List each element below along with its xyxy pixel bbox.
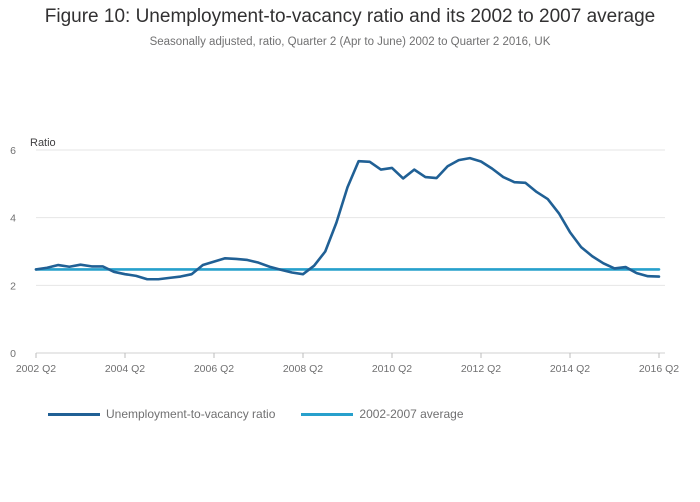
gridlines [36, 149, 665, 286]
x-tick-label-2014-Q2: 2014 Q2 [550, 363, 590, 375]
y-axis-tick-labels: 0 2 4 6 [10, 145, 16, 360]
series-line-ratio[interactable] [34, 156, 661, 281]
legend-item-ratio[interactable]: Unemployment-to-vacancy ratio [48, 407, 275, 421]
x-tick-label-2012-Q2: 2012 Q2 [461, 363, 501, 375]
legend-swatch-ratio [48, 412, 100, 416]
x-tick-label-2010-Q2: 2010 Q2 [372, 363, 412, 375]
y-tick-label-0: 0 [10, 348, 16, 360]
y-tick-label-2: 2 [10, 280, 16, 292]
x-tick-label-2016-Q2: 2016 Q2 [639, 363, 679, 375]
y-axis-label: Ratio [30, 137, 56, 149]
legend: Unemployment-to-vacancy ratio 2002-2007 … [48, 407, 490, 421]
x-tick-label-2002-Q2: 2002 Q2 [16, 363, 56, 375]
legend-label-ratio: Unemployment-to-vacancy ratio [106, 407, 276, 421]
series-lines [34, 156, 661, 281]
x-tick-label-2008-Q2: 2008 Q2 [283, 363, 323, 375]
legend-item-average[interactable]: 2002-2007 average [301, 407, 464, 421]
legend-label-average: 2002-2007 average [359, 407, 464, 421]
x-tick-label-2004-Q2: 2004 Q2 [105, 363, 145, 375]
legend-swatch-average [301, 412, 354, 416]
chart-title: Figure 10: Unemployment-to-vacancy ratio… [44, 6, 656, 27]
y-tick-label-4: 4 [10, 213, 16, 225]
x-axis: 2002 Q2 2004 Q2 2006 Q2 2008 Q2 2010 Q2 2012 … [16, 352, 679, 375]
chart-subtitle: Seasonally adjusted, ratio, Quarter 2 (A… [149, 36, 551, 48]
x-tick-label-2006-Q2: 2006 Q2 [194, 363, 234, 375]
y-tick-label-6: 6 [10, 145, 16, 157]
